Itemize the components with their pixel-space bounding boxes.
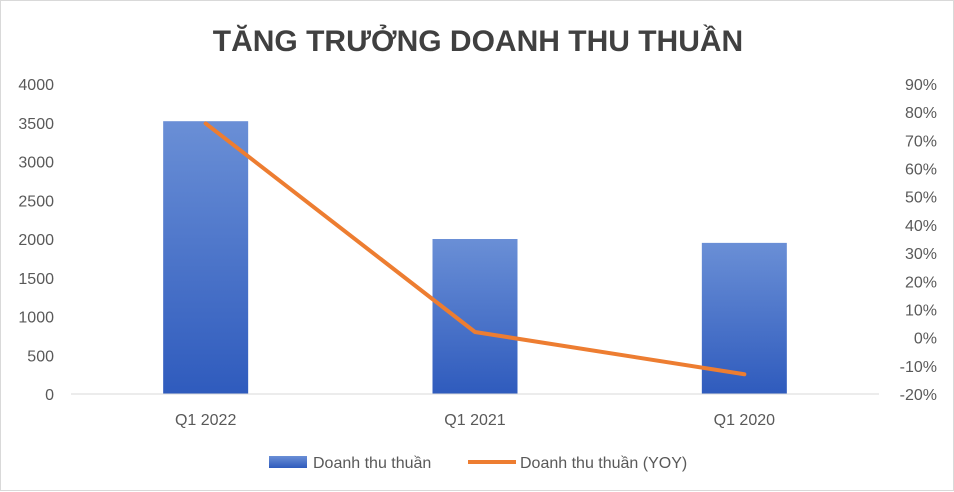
- legend-bar-swatch: [269, 456, 307, 468]
- right-tick-label: 30%: [905, 246, 937, 263]
- right-axis-ticks: -20% -10% 0% 10% 20% 30% 40% 50% 60% 70% 80% 90%: [900, 77, 937, 404]
- right-tick-label: -20%: [900, 387, 937, 404]
- legend-line-label: Doanh thu thuần (YOY): [520, 455, 687, 472]
- right-tick-label: 90%: [905, 77, 937, 94]
- right-tick-label: 80%: [905, 105, 937, 122]
- right-tick-label: 40%: [905, 218, 937, 235]
- right-tick-label: 0%: [914, 331, 937, 348]
- legend-bar-label: Doanh thu thuần: [313, 455, 431, 472]
- legend: Doanh thu thuần Doanh thu thuần (YOY): [269, 455, 687, 472]
- left-tick-label: 3500: [18, 116, 54, 133]
- right-tick-label: 50%: [905, 190, 937, 207]
- left-axis-ticks: 0 500 1000 1500 2000 2500 3000 3500 4000: [18, 77, 54, 404]
- left-tick-label: 2000: [18, 232, 54, 249]
- left-tick-label: 4000: [18, 77, 54, 94]
- x-tick-label: Q1 2021: [444, 412, 505, 429]
- left-tick-label: 0: [45, 387, 54, 404]
- right-tick-label: -10%: [900, 359, 937, 376]
- right-tick-label: 20%: [905, 274, 937, 291]
- x-tick-label: Q1 2022: [175, 412, 236, 429]
- right-tick-label: 70%: [905, 133, 937, 150]
- left-tick-label: 3000: [18, 155, 54, 172]
- x-tick-label: Q1 2020: [714, 412, 775, 429]
- x-axis-ticks: Q1 2022 Q1 2021 Q1 2020: [175, 412, 775, 429]
- bar: [163, 121, 248, 394]
- right-tick-label: 60%: [905, 162, 937, 179]
- left-tick-label: 2500: [18, 193, 54, 210]
- bar: [433, 239, 518, 394]
- right-tick-label: 10%: [905, 302, 937, 319]
- left-tick-label: 1500: [18, 271, 54, 288]
- chart-title: TĂNG TRƯỞNG DOANH THU THUẦN: [213, 24, 743, 58]
- left-tick-label: 500: [27, 348, 54, 365]
- left-tick-label: 1000: [18, 310, 54, 327]
